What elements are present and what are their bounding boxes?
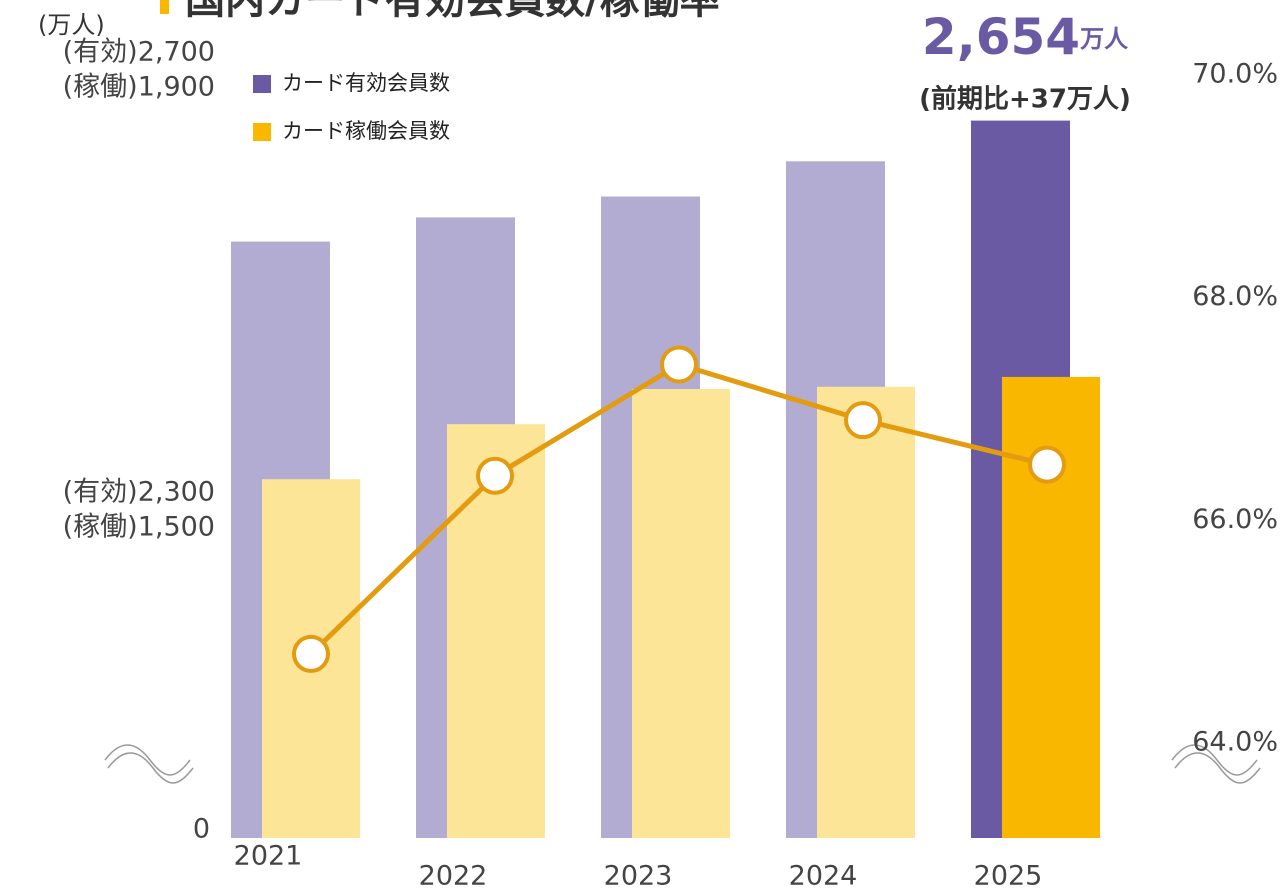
legend-label: カード稼働会員数 xyxy=(282,119,450,143)
y2-tick-label: 68.0% xyxy=(1192,281,1278,312)
x-tick-label: 2023 xyxy=(604,861,673,892)
x-tick-label: 2021 xyxy=(234,841,303,872)
y2-tick-label: 70.0% xyxy=(1192,59,1278,90)
y-tick-label: (稼働)1,900 xyxy=(63,72,215,103)
annotation-unit: 万人 xyxy=(1080,25,1128,53)
line-marker xyxy=(844,401,882,440)
line-marker xyxy=(292,634,330,673)
unit-label: (万人) xyxy=(38,11,105,39)
annotation-note: (前期比+37万人) xyxy=(919,84,1131,115)
x-tick-label: 2025 xyxy=(974,861,1043,892)
axis-breaks xyxy=(104,744,1261,784)
y-tick-label: (有効)2,700 xyxy=(63,37,215,68)
axis-break-left xyxy=(104,744,191,776)
legend-swatch xyxy=(253,75,271,93)
bar xyxy=(1002,376,1100,838)
y-tick-label: 0 xyxy=(193,814,210,845)
line-marker xyxy=(476,456,514,495)
line-marker xyxy=(660,345,698,384)
bar xyxy=(817,386,915,838)
title-accent xyxy=(160,0,169,14)
annotation-number: 2,654 xyxy=(922,8,1080,66)
y-tick-label: (稼働)1,500 xyxy=(63,512,215,543)
x-tick-label: 2022 xyxy=(419,861,488,892)
axis-break-right xyxy=(1171,744,1258,776)
x-tick-label: 2024 xyxy=(789,861,858,892)
y2-tick-label: 66.0% xyxy=(1192,504,1278,535)
axis-break-left xyxy=(107,752,194,784)
annotation-value: 2,654万人 xyxy=(922,8,1128,66)
legend-swatch xyxy=(253,123,271,141)
legend-label: カード有効会員数 xyxy=(282,71,450,95)
line-marker xyxy=(1028,445,1066,484)
y2-tick-label: 64.0% xyxy=(1192,727,1278,758)
chart-title: 国内カード有効会員数/稼働率 xyxy=(185,0,720,23)
axis-break-right xyxy=(1174,752,1261,784)
y-tick-label: (有効)2,300 xyxy=(63,477,215,508)
bar xyxy=(632,389,730,838)
